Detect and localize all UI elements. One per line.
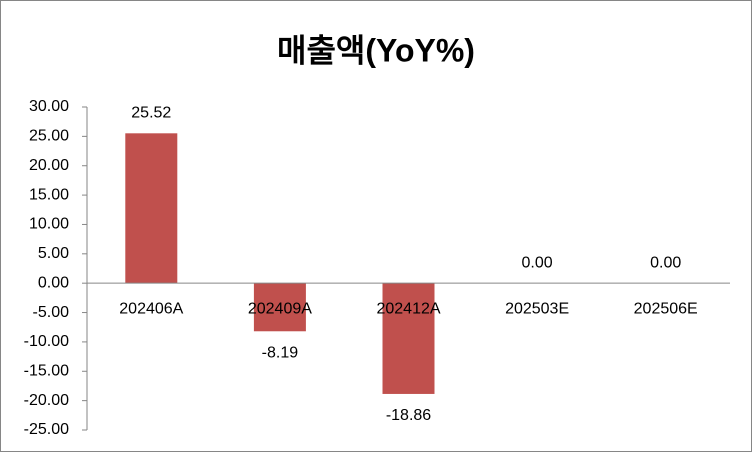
value-label: -8.19 xyxy=(262,344,299,361)
y-tick-label: 10.00 xyxy=(29,216,69,233)
x-tick-label: 202503E xyxy=(505,300,569,317)
y-tick-label: 25.00 xyxy=(29,128,69,145)
bar xyxy=(125,133,178,284)
y-tick-label: 5.00 xyxy=(38,245,69,262)
value-label: 25.52 xyxy=(131,105,171,122)
y-tick-label: -5.00 xyxy=(33,304,70,321)
y-tick-label: 0.00 xyxy=(38,274,69,291)
y-tick-label: -25.00 xyxy=(24,421,69,438)
y-tick-label: -20.00 xyxy=(24,392,69,409)
chart-title: 매출액(YoY%) xyxy=(277,32,475,68)
y-tick-label: -15.00 xyxy=(24,362,69,379)
x-tick-label: 202506E xyxy=(634,300,698,317)
x-tick-label: 202412A xyxy=(376,300,440,317)
y-tick-label: 20.00 xyxy=(29,157,69,174)
x-tick-label: 202409A xyxy=(248,300,312,317)
y-tick-label: 15.00 xyxy=(29,186,69,203)
bar xyxy=(253,283,306,332)
value-label: 0.00 xyxy=(522,254,553,271)
bar xyxy=(382,283,435,394)
value-label: 0.00 xyxy=(650,254,681,271)
x-tick-label: 202406A xyxy=(119,300,183,317)
y-tick-label: -10.00 xyxy=(24,333,69,350)
y-tick-label: 30.00 xyxy=(29,98,69,115)
value-label: -18.86 xyxy=(386,407,431,424)
